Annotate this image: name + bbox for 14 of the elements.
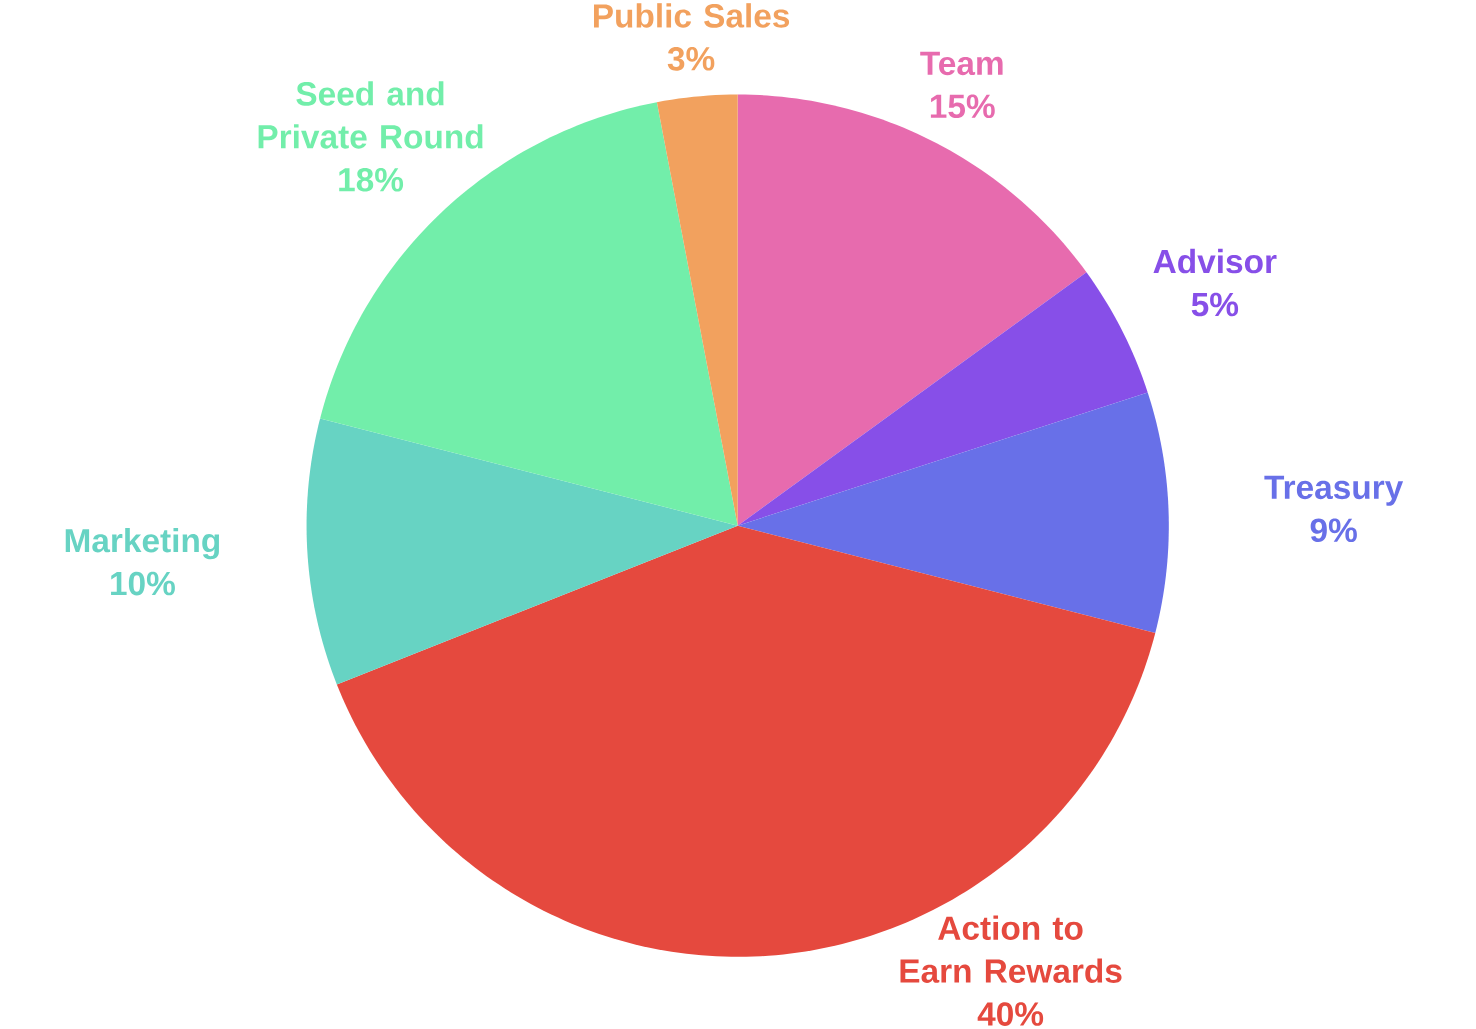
- slice-label: Marketing: [65, 527, 220, 560]
- data-label: 10%: [111, 571, 175, 596]
- slice-label: Seed and Private Round: [258, 81, 483, 149]
- slice-label: Action to Earn Rewards: [900, 915, 1122, 983]
- data-label: 18%: [339, 167, 404, 192]
- data-label: 5%: [1191, 292, 1239, 317]
- slice-label: Team: [920, 51, 1003, 76]
- data-label: 40%: [977, 1002, 1044, 1026]
- data-label: 9%: [1310, 518, 1357, 543]
- slice-label: Public Sales: [594, 3, 790, 28]
- data-label: 3%: [667, 46, 715, 71]
- slice-label: Advisor: [1153, 248, 1277, 274]
- slice-label: Treasury: [1264, 475, 1404, 506]
- data-label: 15%: [930, 94, 995, 119]
